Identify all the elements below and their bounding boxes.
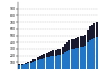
Bar bbox=[75, 48, 77, 69]
Bar bbox=[73, 39, 75, 49]
Bar bbox=[89, 40, 91, 69]
Bar bbox=[84, 46, 86, 69]
Bar bbox=[91, 25, 93, 38]
Bar bbox=[37, 60, 38, 69]
Bar bbox=[82, 36, 84, 47]
Bar bbox=[59, 55, 61, 69]
Bar bbox=[93, 23, 95, 37]
Bar bbox=[41, 59, 43, 69]
Bar bbox=[32, 62, 34, 69]
Bar bbox=[93, 37, 95, 69]
Bar bbox=[66, 42, 68, 51]
Bar bbox=[71, 39, 73, 49]
Bar bbox=[46, 57, 48, 69]
Bar bbox=[52, 56, 54, 69]
Bar bbox=[55, 50, 57, 56]
Bar bbox=[48, 57, 50, 69]
Bar bbox=[96, 22, 98, 37]
Bar bbox=[66, 51, 68, 69]
Bar bbox=[78, 37, 79, 47]
Bar bbox=[43, 54, 45, 58]
Bar bbox=[55, 56, 57, 69]
Bar bbox=[50, 56, 52, 69]
Bar bbox=[78, 47, 79, 69]
Bar bbox=[30, 63, 32, 69]
Bar bbox=[34, 61, 36, 69]
Bar bbox=[34, 59, 36, 61]
Bar bbox=[87, 42, 88, 69]
Bar bbox=[64, 44, 66, 52]
Bar bbox=[32, 59, 34, 62]
Bar bbox=[57, 49, 59, 55]
Bar bbox=[25, 64, 27, 69]
Bar bbox=[48, 52, 50, 57]
Bar bbox=[71, 49, 73, 69]
Bar bbox=[96, 37, 98, 69]
Bar bbox=[80, 47, 82, 69]
Bar bbox=[68, 40, 70, 50]
Bar bbox=[21, 64, 23, 65]
Bar bbox=[75, 38, 77, 48]
Bar bbox=[64, 52, 66, 69]
Bar bbox=[43, 58, 45, 69]
Bar bbox=[80, 36, 82, 47]
Bar bbox=[89, 26, 91, 40]
Bar bbox=[46, 53, 48, 57]
Bar bbox=[62, 54, 64, 69]
Bar bbox=[37, 57, 38, 60]
Bar bbox=[73, 49, 75, 69]
Bar bbox=[82, 47, 84, 69]
Bar bbox=[18, 65, 20, 69]
Bar bbox=[62, 47, 64, 54]
Bar bbox=[21, 65, 23, 69]
Bar bbox=[57, 55, 59, 69]
Bar bbox=[39, 56, 41, 59]
Bar bbox=[41, 55, 43, 59]
Bar bbox=[28, 63, 29, 69]
Bar bbox=[18, 64, 20, 65]
Bar bbox=[25, 63, 27, 64]
Bar bbox=[39, 59, 41, 69]
Bar bbox=[52, 50, 54, 56]
Bar bbox=[84, 35, 86, 46]
Bar bbox=[28, 62, 29, 63]
Bar bbox=[30, 61, 32, 63]
Bar bbox=[68, 50, 70, 69]
Bar bbox=[91, 38, 93, 69]
Bar bbox=[87, 30, 88, 42]
Bar bbox=[23, 64, 25, 69]
Bar bbox=[59, 49, 61, 55]
Bar bbox=[50, 51, 52, 56]
